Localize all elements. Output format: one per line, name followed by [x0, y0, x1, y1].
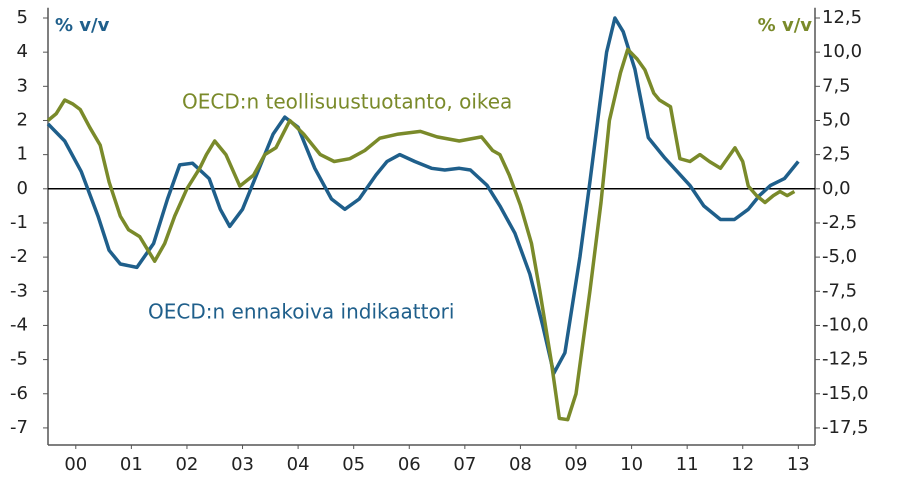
x-tick-label: 09: [565, 454, 588, 475]
right-axis-unit: % v/v: [758, 15, 813, 36]
x-tick-label: 11: [676, 454, 699, 475]
y2-tick-label: -7,5: [822, 280, 857, 301]
y2-tick-label: 5,0: [822, 109, 851, 130]
y-tick-label: 2: [17, 109, 28, 130]
x-tick-label: 04: [287, 454, 310, 475]
x-tick-label: 06: [398, 454, 421, 475]
y-tick-label: -5: [10, 349, 28, 370]
y-tick-label: 3: [17, 75, 28, 96]
x-tick-label: 02: [175, 454, 198, 475]
x-tick-label: 00: [64, 454, 87, 475]
y2-tick-label: -15,0: [822, 383, 869, 404]
x-tick-label: 03: [231, 454, 254, 475]
y2-tick-label: -5,0: [822, 246, 857, 267]
series-line: [46, 16, 800, 376]
y2-tick-label: -2,5: [822, 212, 857, 233]
y-tick-label: -6: [10, 383, 28, 404]
y2-tick-label: -12,5: [822, 349, 869, 370]
y2-tick-label: 10,0: [822, 41, 862, 62]
x-tick-label: 05: [342, 454, 365, 475]
y-tick-label: -3: [10, 280, 28, 301]
y2-tick-label: 0,0: [822, 178, 851, 199]
series-line: [46, 47, 796, 422]
y-tick-label: -1: [10, 212, 28, 233]
x-tick-label: 07: [453, 454, 476, 475]
left-axis-unit: % v/v: [55, 15, 110, 36]
x-tick-label: 10: [620, 454, 643, 475]
y2-tick-label: 2,5: [822, 144, 851, 165]
y-tick-label: 4: [17, 41, 28, 62]
y2-tick-label: 12,5: [822, 7, 862, 28]
x-tick-label: 08: [509, 454, 532, 475]
y2-tick-label: -17,5: [822, 417, 869, 438]
x-tick-label: 13: [787, 454, 810, 475]
y-tick-label: -2: [10, 246, 28, 267]
series-label: OECD:n ennakoiva indikaattori: [148, 300, 454, 324]
y-tick-label: -7: [10, 417, 28, 438]
y2-tick-label: 7,5: [822, 75, 851, 96]
y-tick-label: 1: [17, 144, 28, 165]
x-tick-label: 01: [120, 454, 143, 475]
y-tick-label: 0: [17, 178, 28, 199]
x-tick-label: 12: [731, 454, 754, 475]
y-tick-label: 5: [17, 7, 28, 28]
y2-tick-label: -10,0: [822, 314, 869, 335]
y-tick-label: -4: [10, 314, 28, 335]
series-label: OECD:n teollisuustuotanto, oikea: [182, 90, 512, 114]
